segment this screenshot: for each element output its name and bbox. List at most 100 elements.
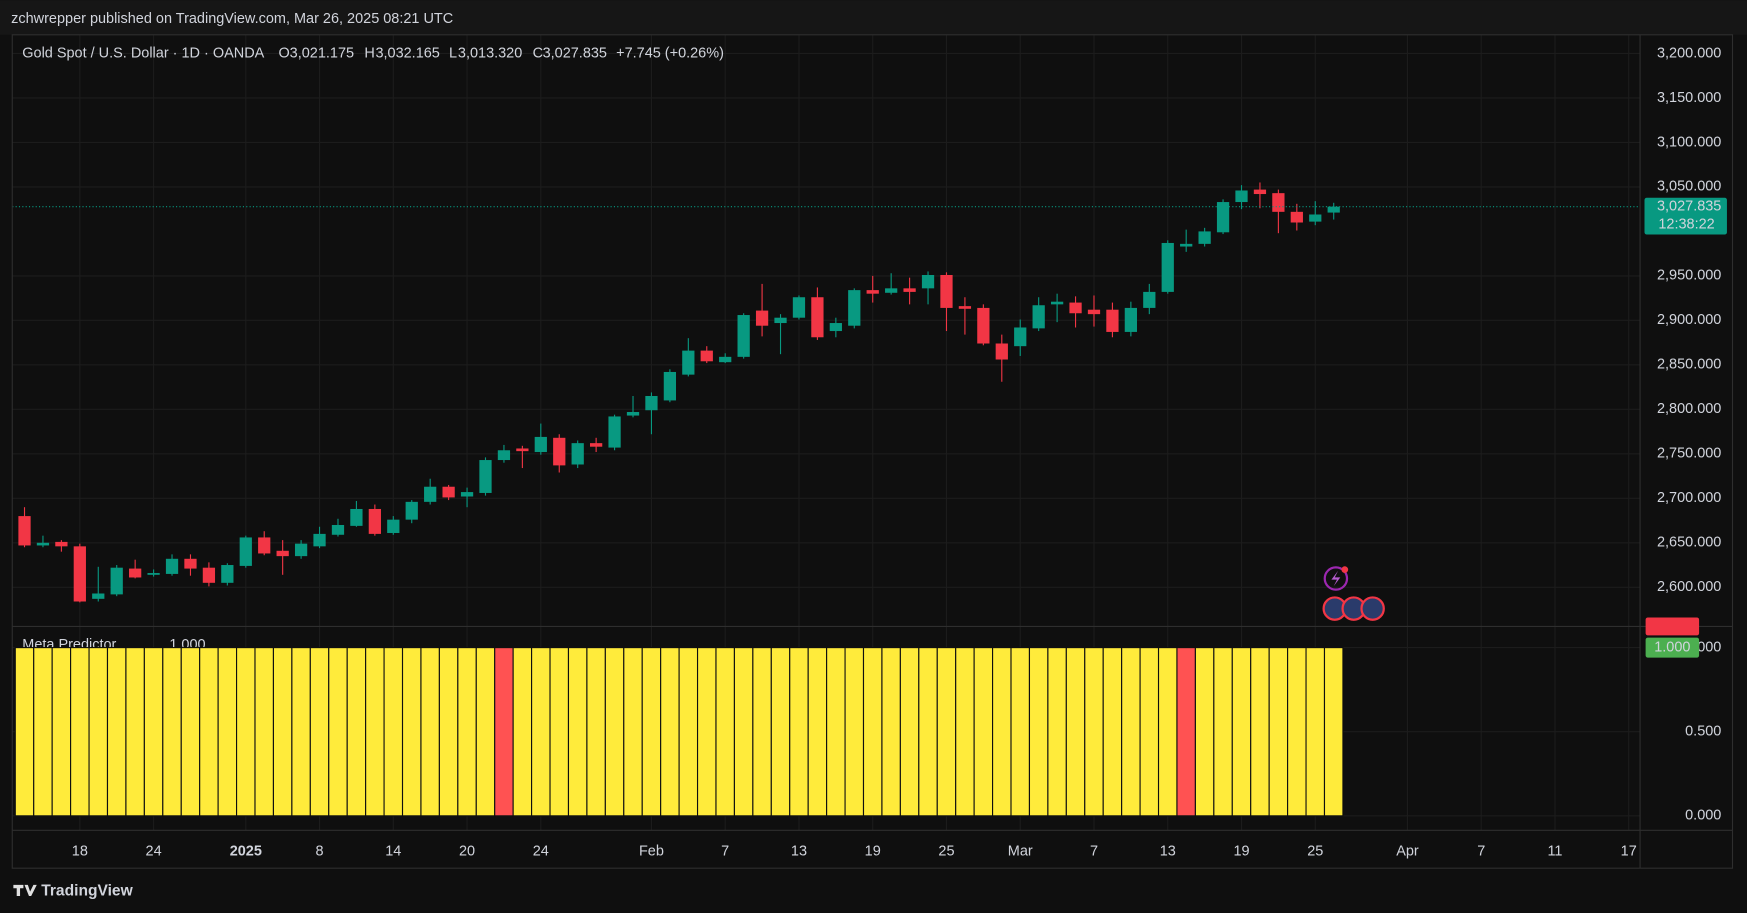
event-icon-bolt [1331, 570, 1341, 587]
candle-body [276, 550, 289, 557]
histogram-bar [1157, 647, 1178, 817]
histogram-bar [33, 647, 53, 817]
plot-area: Meta Predictor 1.000 [12, 34, 1641, 831]
x-tick-label: 7 [721, 843, 729, 859]
histogram-bar [14, 647, 35, 817]
y-tick-label: 3,100.000 [1657, 134, 1721, 150]
candle-body [1272, 193, 1285, 212]
histogram-bar [328, 647, 348, 817]
candle-body [497, 450, 511, 461]
candle-body [350, 508, 363, 526]
legend-value: 3,032.165 [375, 46, 439, 62]
histogram-bar [936, 647, 957, 817]
candle-body [368, 508, 381, 534]
histogram-bar [1065, 647, 1086, 817]
candle-body [829, 323, 842, 332]
histogram-bar [660, 647, 680, 817]
histogram-bar [309, 647, 330, 817]
legend-key: C [533, 46, 543, 62]
candle-body [958, 306, 972, 309]
legend-key: O [279, 46, 290, 62]
y-tick-label: 2,850.000 [1657, 357, 1721, 373]
histogram-bar [586, 647, 606, 817]
x-tick-label: Feb [639, 843, 664, 859]
candle-body [1309, 214, 1322, 222]
indicator-badge [1645, 637, 1700, 658]
candle-body [442, 486, 455, 498]
histogram-bar [51, 647, 72, 817]
candle-body [626, 412, 640, 416]
histogram-bar [346, 647, 367, 817]
y-tick-label: 2,700.000 [1657, 490, 1721, 506]
indicator-badge-label: 1.000 [1654, 639, 1690, 655]
x-tick-label: Apr [1396, 843, 1419, 859]
candle-body [1032, 305, 1045, 329]
candle-body [460, 492, 474, 497]
histogram-bar [918, 647, 938, 817]
y-tick-label: 2,900.000 [1657, 312, 1721, 328]
histogram-bar [457, 647, 477, 817]
histogram-bar [623, 647, 643, 817]
candle-body [792, 297, 806, 318]
event-icon [1323, 566, 1349, 591]
x-tick-label: 14 [385, 843, 401, 859]
legend-value: 3,027.835 [543, 46, 607, 62]
histogram-bar [291, 647, 311, 817]
histogram-bar [881, 647, 901, 817]
x-tick-label: 25 [938, 843, 954, 859]
histogram-bar [1323, 647, 1344, 817]
y-tick-label: 2,800.000 [1657, 401, 1721, 417]
candle-body [239, 537, 252, 566]
flag-icon [1360, 596, 1385, 621]
histogram-bar [567, 647, 588, 817]
candle-body [1014, 327, 1027, 347]
histogram-bar [604, 647, 625, 817]
histogram-bar [1047, 647, 1067, 817]
y-tick-label: 2,750.000 [1657, 446, 1721, 462]
candle-body [903, 288, 916, 292]
candle-body [1235, 190, 1248, 203]
candle-body [590, 443, 603, 447]
candle-body [92, 593, 105, 599]
candle-body [1253, 189, 1267, 195]
y-tick-label: 3,050.000 [1657, 179, 1721, 195]
change-label: +7.745 (+0.26%) [616, 46, 724, 62]
y-tick-label: 3,200.000 [1657, 45, 1721, 61]
event-icons [1322, 566, 1385, 621]
legend-key: H [364, 46, 374, 62]
top-bar [0, 0, 1747, 35]
candle-body [387, 519, 400, 533]
histogram-bar [1102, 647, 1123, 817]
frame [11, 34, 1734, 869]
x-tick-label: 25 [1307, 843, 1323, 859]
histogram-bar [770, 647, 791, 817]
candle-body [885, 288, 898, 293]
histogram-bar [955, 647, 975, 817]
histogram-bar [1028, 647, 1049, 817]
histogram-bar [143, 647, 164, 817]
histogram-bar [494, 647, 514, 817]
histogram-bar [1213, 647, 1233, 817]
histogram-bar [1287, 647, 1307, 817]
candle-body [331, 524, 345, 535]
candle-body [940, 274, 953, 308]
candle-body [294, 543, 308, 557]
histogram-bar [715, 647, 735, 817]
last-price-label: 3,027.835 [1657, 198, 1721, 214]
candle-body [995, 343, 1008, 360]
brand: TradingView [13, 883, 134, 900]
candle-body [811, 297, 824, 338]
x-tick-label: Mar [1008, 843, 1033, 859]
candle-body [848, 290, 861, 326]
x-tick-label: 17 [1621, 843, 1637, 859]
published-note: zchwrepper published on TradingView.com,… [11, 11, 453, 27]
histogram-bar [1010, 647, 1031, 817]
candle-body [1216, 202, 1230, 233]
candle-body [1290, 211, 1303, 223]
histogram-bar [1139, 647, 1160, 817]
candle-body [1106, 309, 1119, 332]
histogram-bar [789, 647, 809, 817]
candle-body [1180, 243, 1193, 247]
candle-body [73, 546, 86, 602]
